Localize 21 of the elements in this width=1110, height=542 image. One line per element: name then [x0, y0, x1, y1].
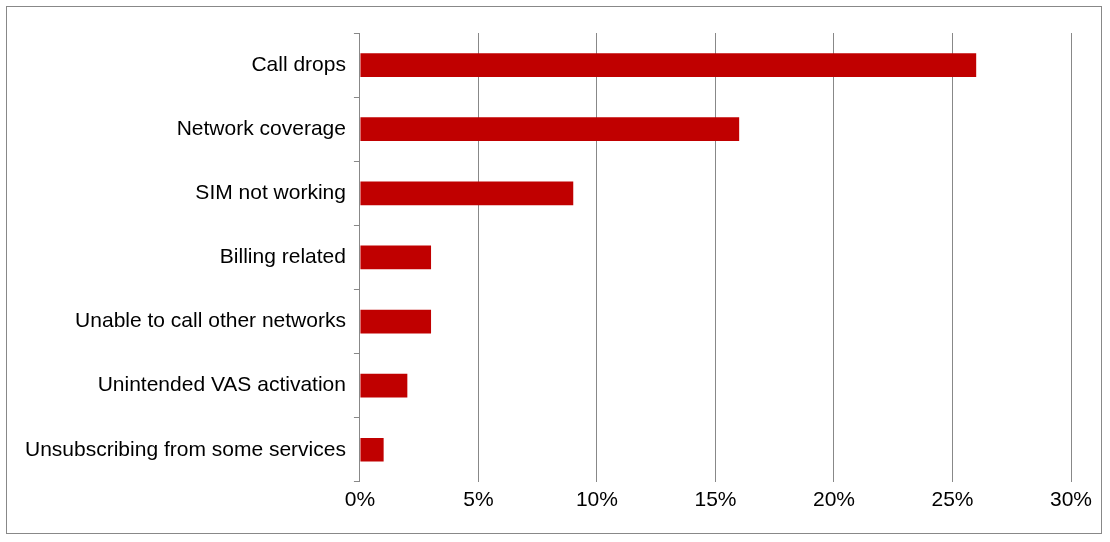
bar: [360, 53, 977, 77]
x-tick-label: 15%: [694, 487, 737, 511]
y-tick-label: Network coverage: [176, 115, 346, 139]
y-tick-label: Unable to call other networks: [75, 308, 346, 332]
x-tick-label: 20%: [812, 487, 855, 511]
bar: [360, 437, 384, 462]
y-tick-label: Call drops: [251, 51, 346, 75]
bar: [360, 309, 432, 334]
y-tick-label: Unsubscribing from some services: [25, 436, 346, 460]
bar: [360, 373, 408, 398]
x-tick-label: 0%: [344, 487, 376, 511]
y-tick-label: Billing related: [219, 244, 346, 268]
x-tick-label: 5%: [463, 487, 494, 511]
bar: [360, 181, 574, 206]
y-tick-label: Unintended VAS activation: [97, 372, 346, 396]
bar: [360, 245, 432, 270]
bar: [360, 117, 740, 142]
x-tick-label: 25%: [931, 487, 974, 511]
y-tick-label: SIM not working: [195, 180, 346, 204]
x-tick-label: 10%: [575, 487, 618, 511]
x-tick-label: 30%: [1049, 487, 1093, 511]
